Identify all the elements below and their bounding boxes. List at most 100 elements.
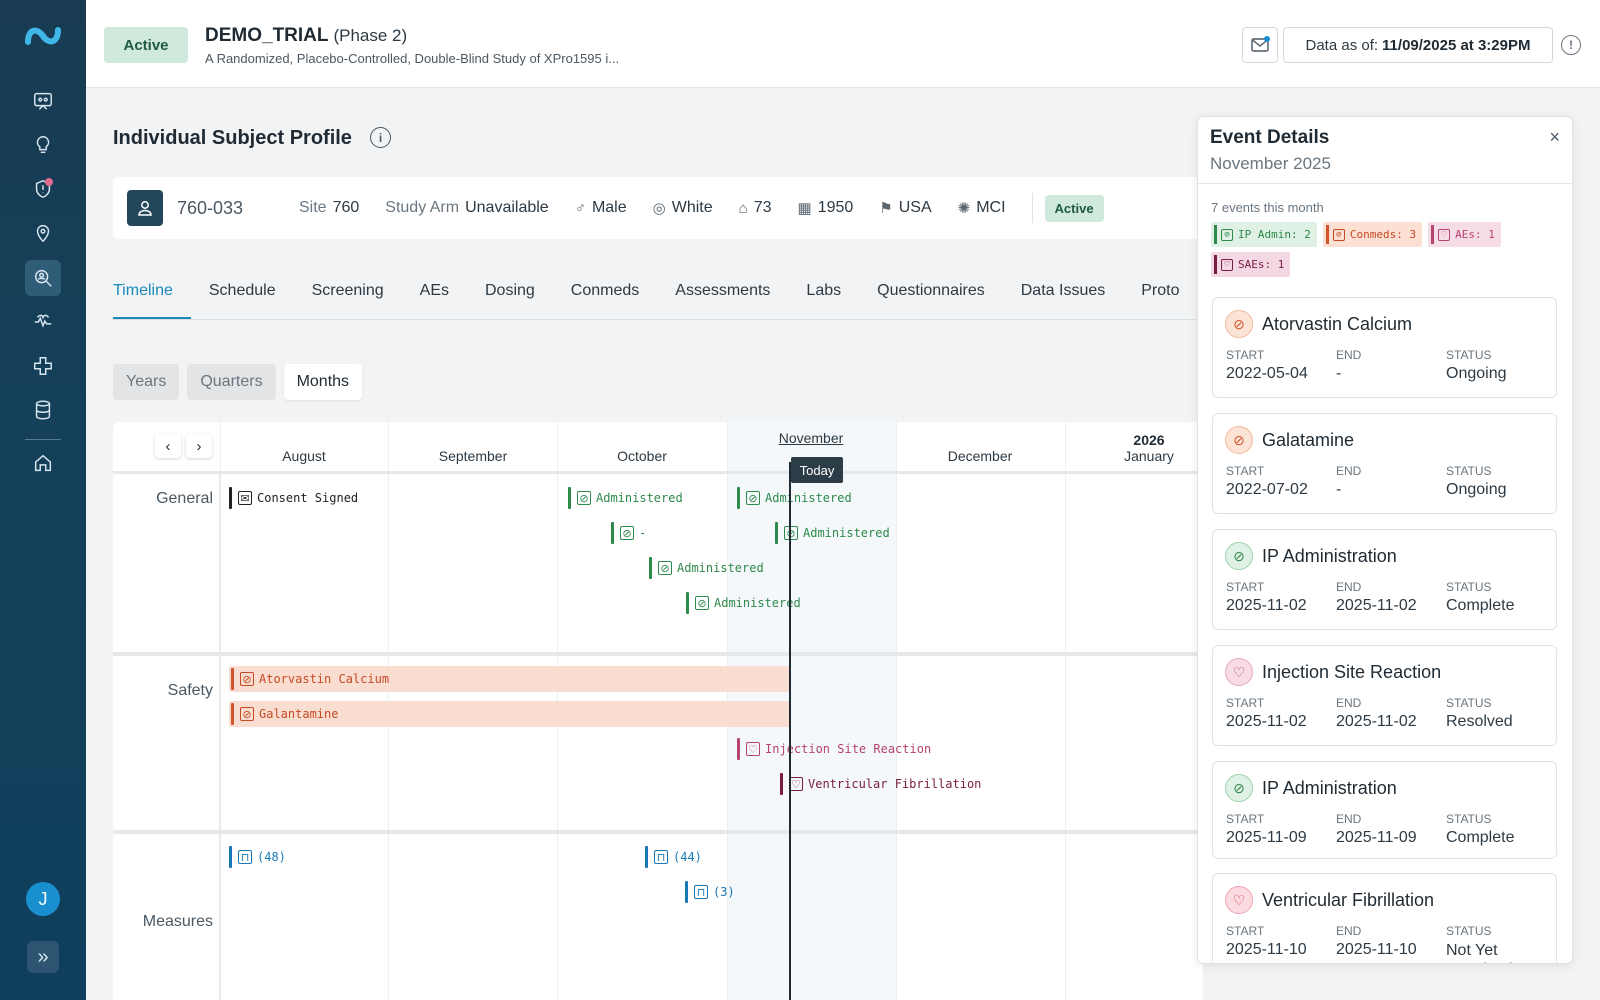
event-ip-administered[interactable]: ⊘ Administered bbox=[775, 520, 890, 546]
chip-conmeds[interactable]: ⊘ Conmeds: 3 bbox=[1322, 222, 1423, 247]
event-card[interactable]: ⊘ Atorvastin Calcium START END STATUS 20… bbox=[1212, 297, 1557, 398]
event-conmed-atorvastin[interactable]: ⊘ Atorvastin Calcium bbox=[231, 666, 389, 692]
event-ip-administered[interactable]: ⊘ Administered bbox=[737, 485, 852, 511]
event-measure[interactable]: ⊓ (3) bbox=[685, 879, 735, 905]
end-value: 2025-11-10 bbox=[1336, 941, 1417, 958]
status-value: Resolved bbox=[1446, 713, 1513, 730]
virus-icon: ✺ bbox=[957, 200, 971, 217]
row-label-general: General bbox=[156, 490, 213, 507]
chip-ip-admin[interactable]: ⊘ IP Admin: 2 bbox=[1211, 222, 1317, 247]
event-label: Administered bbox=[803, 526, 890, 540]
current-month-label[interactable]: November bbox=[778, 430, 844, 446]
nav-database-icon[interactable] bbox=[25, 392, 61, 428]
event-label: (48) bbox=[257, 850, 286, 864]
chip-label: SAEs: 1 bbox=[1238, 258, 1285, 271]
start-label: START bbox=[1226, 348, 1265, 362]
grid-line bbox=[896, 422, 897, 1000]
syringe-icon: ⊘ bbox=[746, 491, 760, 505]
tab-aes[interactable]: AEs bbox=[419, 282, 449, 299]
scale-years-button[interactable]: Years bbox=[113, 364, 180, 400]
chevron-right-icon[interactable]: › bbox=[186, 434, 212, 458]
tab-assessments[interactable]: Assessments bbox=[675, 282, 771, 299]
flag-icon: ⚑ bbox=[879, 200, 893, 217]
scale-months-button[interactable]: Months bbox=[283, 364, 363, 400]
today-marker: Today bbox=[791, 457, 843, 483]
page-info-icon[interactable]: i bbox=[370, 127, 391, 148]
event-label: Galantamine bbox=[259, 707, 339, 721]
event-label: Ventricular Fibrillation bbox=[808, 777, 982, 791]
event-consent-signed[interactable]: ✉ Consent Signed bbox=[229, 485, 358, 511]
tab-schedule[interactable]: Schedule bbox=[208, 282, 276, 299]
nav-sites-icon[interactable] bbox=[25, 215, 61, 251]
subject-summary-bar: 760-033 Site 760 Study Arm Unavailable ♂… bbox=[113, 177, 1203, 239]
event-card[interactable]: ⊘ IP Administration START END STATUS 202… bbox=[1212, 529, 1557, 630]
nav-messages-icon[interactable] bbox=[25, 83, 61, 119]
row-label-divider bbox=[219, 474, 220, 1000]
messages-button[interactable] bbox=[1242, 27, 1278, 63]
event-ip-administered[interactable]: ⊘ Administered bbox=[649, 555, 764, 581]
heart-pulse-icon: ♡ bbox=[789, 777, 803, 791]
chip-aes[interactable]: ♡ AEs: 1 bbox=[1428, 222, 1501, 247]
end-value: 2025-11-02 bbox=[1336, 713, 1417, 730]
event-sae-ventricular-fibrillation[interactable]: ♡ Ventricular Fibrillation bbox=[780, 771, 981, 797]
subject-race: ◎ White bbox=[653, 199, 713, 217]
expand-sidebar-icon[interactable]: » bbox=[27, 941, 59, 973]
nav-vitals-icon[interactable] bbox=[25, 304, 61, 340]
event-ip-administered[interactable]: ⊘ Administered bbox=[568, 485, 683, 511]
end-label: END bbox=[1336, 348, 1362, 362]
event-name: Galatamine bbox=[1262, 430, 1355, 450]
tab-dosing[interactable]: Dosing bbox=[484, 282, 535, 299]
tab-data-issues[interactable]: Data Issues bbox=[1020, 282, 1106, 299]
tab-labs[interactable]: Labs bbox=[806, 282, 842, 299]
status-label: STATUS bbox=[1446, 924, 1492, 938]
event-name: IP Administration bbox=[1262, 778, 1397, 798]
status-label: STATUS bbox=[1446, 812, 1492, 826]
tab-screening[interactable]: Screening bbox=[311, 282, 384, 299]
nav-medical-icon[interactable] bbox=[25, 348, 61, 384]
scale-quarters-button[interactable]: Quarters bbox=[187, 364, 276, 400]
start-label: START bbox=[1226, 924, 1265, 938]
pill-icon: ⊘ bbox=[1332, 228, 1345, 241]
event-card[interactable]: ⊘ Galatamine START END STATUS 2022-07-02… bbox=[1212, 413, 1557, 514]
tab-questionnaires[interactable]: Questionnaires bbox=[877, 282, 985, 299]
nav-home-icon[interactable] bbox=[25, 445, 61, 481]
event-measure[interactable]: ⊓ (48) bbox=[229, 844, 286, 870]
user-avatar[interactable]: J bbox=[26, 882, 60, 916]
subject-birth-year: ▦ 1950 bbox=[798, 199, 854, 217]
subject-person-icon bbox=[127, 190, 163, 226]
chip-saes[interactable]: ♡ SAEs: 1 bbox=[1211, 252, 1291, 277]
event-conmed-galantamine[interactable]: ⊘ Galantamine bbox=[231, 701, 338, 727]
timeline-chart: ‹ › August September October November De… bbox=[113, 422, 1203, 1000]
event-card[interactable]: ⊘ IP Administration START END STATUS 202… bbox=[1212, 761, 1557, 859]
test-tube-icon: ⊓ bbox=[654, 850, 668, 864]
event-card[interactable]: ♡ Injection Site Reaction START END STAT… bbox=[1212, 645, 1557, 746]
nav-subject-search-icon[interactable] bbox=[25, 260, 61, 296]
end-label: END bbox=[1336, 812, 1362, 826]
event-ip-administered[interactable]: ⊘ - bbox=[611, 520, 646, 546]
status-value: Ongoing bbox=[1446, 481, 1507, 498]
consent-icon: ✉ bbox=[238, 491, 252, 505]
tab-timeline[interactable]: Timeline bbox=[113, 282, 191, 319]
test-tube-icon: ⊓ bbox=[238, 850, 252, 864]
mail-icon bbox=[1251, 38, 1269, 52]
event-ip-administered[interactable]: ⊘ Administered bbox=[686, 590, 801, 616]
row-divider bbox=[113, 830, 1203, 834]
tab-protocol[interactable]: Proto bbox=[1141, 282, 1180, 299]
header-info-icon[interactable]: ! bbox=[1561, 35, 1581, 55]
nav-safety-icon[interactable] bbox=[25, 171, 61, 207]
event-measure[interactable]: ⊓ (44) bbox=[645, 844, 702, 870]
chevron-left-icon[interactable]: ‹ bbox=[155, 434, 181, 458]
meta-divider bbox=[1031, 193, 1033, 223]
row-label-measures: Measures bbox=[142, 913, 213, 930]
nav-insights-icon[interactable] bbox=[25, 127, 61, 163]
event-details-panel: Event Details November 2025 × 7 events t… bbox=[1197, 116, 1573, 964]
study-arm-label: Study Arm bbox=[385, 199, 460, 216]
event-card[interactable]: ♡ Ventricular Fibrillation START END STA… bbox=[1212, 873, 1557, 963]
event-ae-injection-site-reaction[interactable]: ♡ Injection Site Reaction bbox=[737, 736, 931, 762]
subject-condition: ✺ MCI bbox=[958, 199, 1006, 217]
close-icon[interactable]: × bbox=[1549, 127, 1560, 147]
start-value: 2025-11-02 bbox=[1226, 713, 1307, 730]
tab-conmeds[interactable]: Conmeds bbox=[570, 282, 640, 299]
event-name: Atorvastin Calcium bbox=[1262, 314, 1413, 334]
race-value: White bbox=[671, 199, 713, 216]
